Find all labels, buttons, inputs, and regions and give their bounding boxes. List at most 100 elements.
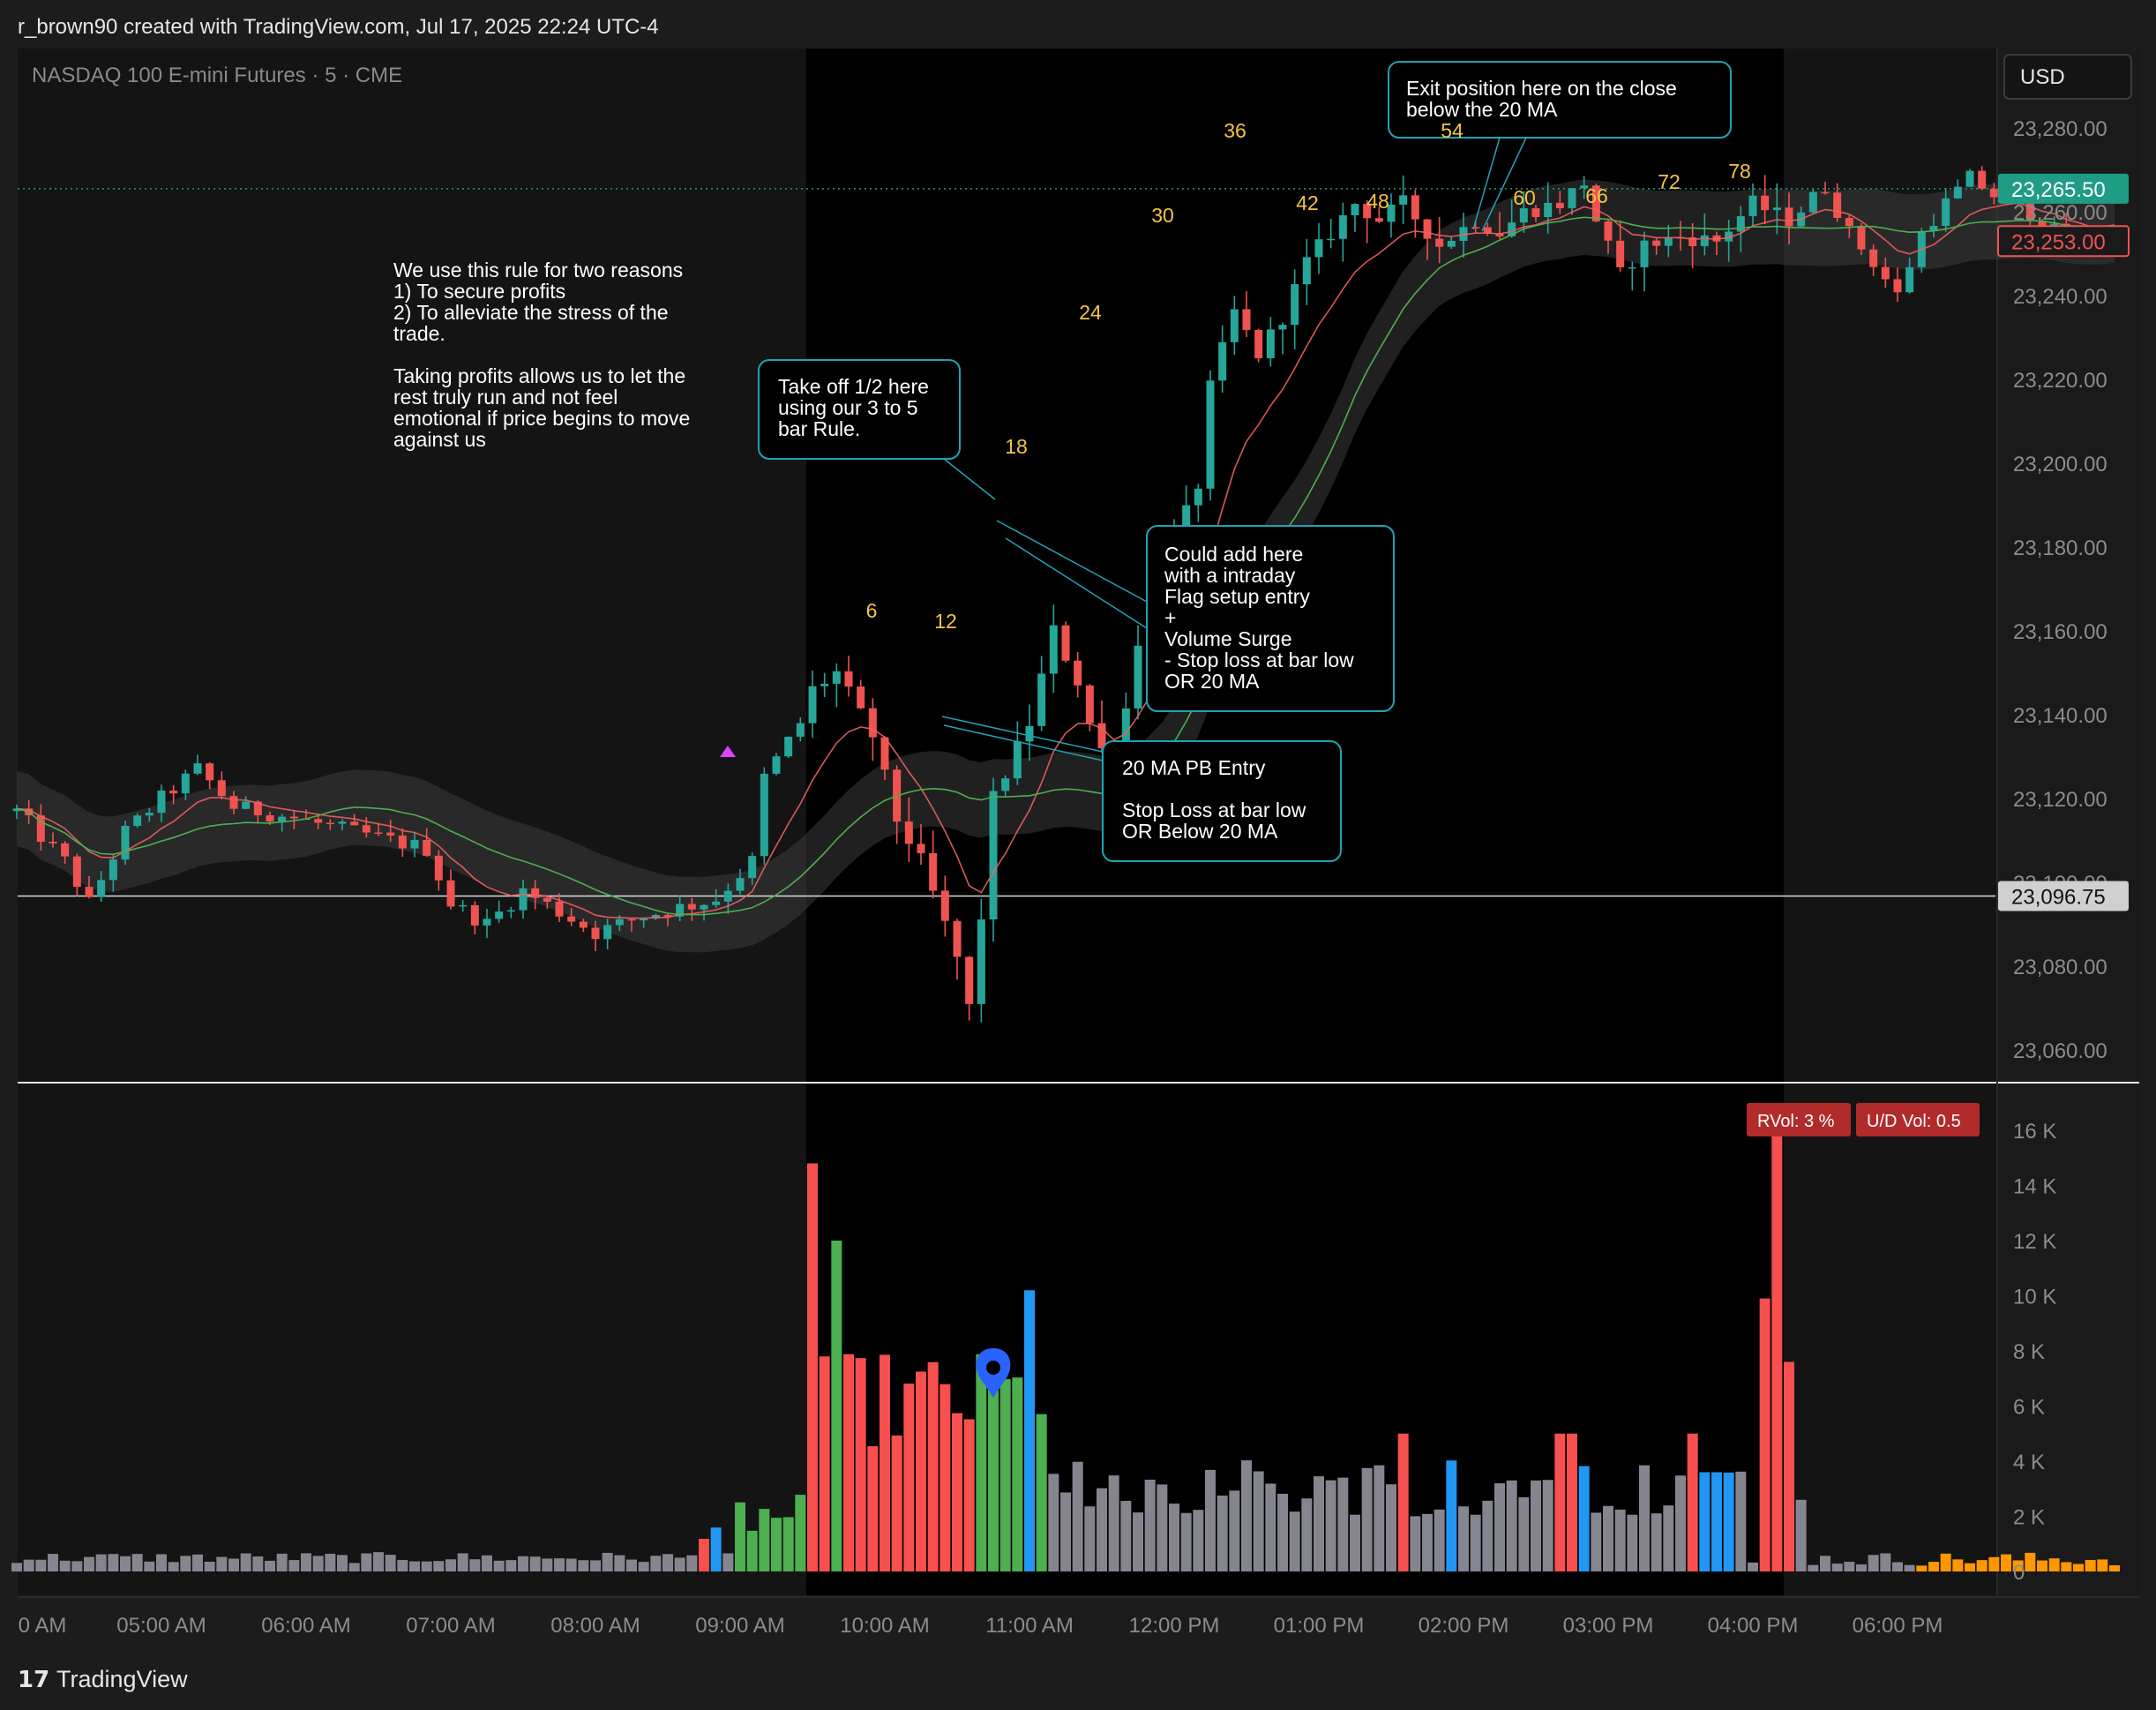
volume-pane[interactable]: RVol: 3 % U/D Vol: 0.5 16 K 14 K 12 K 10 K 8 K… — [11, 1103, 2120, 1585]
volume-bar — [240, 1553, 251, 1571]
volume-bar — [1904, 1564, 1915, 1571]
candle — [1808, 188, 1817, 214]
volume-bar — [1097, 1488, 1107, 1571]
volume-bar — [1603, 1505, 1613, 1571]
pb-entry-callout[interactable] — [1102, 740, 1342, 862]
bar-count-label: 18 — [1005, 435, 1028, 458]
volume-bar — [807, 1163, 818, 1571]
symbol-title[interactable]: NASDAQ 100 E-mini Futures · 5 · CME — [32, 64, 402, 87]
candle — [495, 900, 504, 923]
candle — [446, 869, 455, 910]
tradingview-brand: TradingView — [56, 1666, 188, 1692]
volume-bar — [1036, 1414, 1047, 1571]
candle — [1519, 191, 1528, 233]
volume-bar — [1337, 1477, 1349, 1571]
volume-bar — [1892, 1562, 1903, 1571]
volume-bar — [1651, 1513, 1662, 1571]
volume-bar — [903, 1384, 915, 1571]
candle — [157, 784, 166, 822]
volume-bar — [699, 1538, 709, 1571]
time-tick-label: 06:00 PM — [1853, 1614, 1943, 1638]
volume-bar — [1410, 1516, 1421, 1571]
bar-count-label: 24 — [1079, 301, 1102, 324]
candle — [1411, 190, 1419, 238]
currency-button[interactable]: USD — [2003, 54, 2132, 100]
volume-bar — [1072, 1461, 1083, 1571]
bar-count-label: 42 — [1296, 191, 1319, 214]
candle — [1435, 217, 1444, 264]
candle — [181, 769, 190, 800]
candle — [1302, 238, 1311, 305]
candle — [1254, 328, 1263, 363]
candle — [748, 852, 757, 885]
volume-bar — [1795, 1499, 1807, 1571]
exit-callout[interactable] — [1388, 61, 1732, 139]
candle — [591, 920, 600, 952]
volume-bar — [1711, 1472, 1722, 1571]
price-tick-label: 23,140.00 — [2013, 704, 2107, 728]
candle — [169, 784, 178, 805]
currency-label: USD — [2020, 65, 2065, 89]
volume-bar — [2048, 1558, 2060, 1571]
take-off-callout[interactable] — [758, 359, 961, 460]
candle — [1374, 206, 1383, 223]
could-add-callout[interactable] — [1146, 525, 1395, 712]
time-tick-label: 10:00 AM — [840, 1614, 929, 1638]
volume-tick-label: 10 K — [2013, 1286, 2056, 1309]
volume-bar — [409, 1561, 420, 1571]
candle — [1206, 370, 1215, 501]
volume-bar — [1831, 1564, 1843, 1571]
volume-bar — [1458, 1506, 1469, 1571]
volume-bar — [1868, 1555, 1879, 1571]
volume-tick-label: 16 K — [2013, 1120, 2056, 1144]
location-pin-icon[interactable] — [976, 1348, 1011, 1398]
candle — [1387, 193, 1396, 238]
volume-bar — [650, 1556, 662, 1571]
volume-bar — [1446, 1460, 1457, 1571]
volume-bar — [1229, 1490, 1240, 1571]
volume-bar — [590, 1560, 601, 1571]
candle — [350, 814, 359, 826]
candle — [723, 883, 732, 914]
ema-line — [16, 202, 2115, 919]
volume-bar — [880, 1354, 890, 1571]
volume-bar — [867, 1446, 879, 1571]
volume-bar — [168, 1562, 179, 1571]
svg-text:23,265.50: 23,265.50 — [2011, 178, 2106, 202]
candle — [1953, 179, 1962, 199]
volume-bar — [120, 1556, 131, 1571]
volume-bar — [2109, 1565, 2120, 1571]
candle — [567, 907, 576, 926]
price-tick-label: 23,220.00 — [2013, 369, 2107, 393]
candle — [1989, 183, 1998, 205]
time-tick-label: 03:00 PM — [1563, 1614, 1654, 1638]
candle — [1544, 182, 1553, 234]
volume-bar — [663, 1554, 673, 1571]
volume-bar — [1482, 1500, 1493, 1571]
volume-bar — [746, 1530, 758, 1571]
volume-bar — [1108, 1475, 1119, 1571]
candle — [603, 919, 612, 950]
candle — [1965, 169, 1974, 187]
candle — [229, 791, 238, 814]
volume-bar — [1169, 1504, 1179, 1571]
volume-bar — [759, 1509, 770, 1571]
candle — [1580, 176, 1589, 199]
volume-bar — [1422, 1513, 1433, 1571]
price-label-gray: 23,096.75 — [1998, 881, 2129, 911]
bar-count-label: 30 — [1151, 204, 1174, 227]
candle — [1074, 651, 1082, 698]
price-pane[interactable]: We use this rule for two reasons 1) To se… — [12, 49, 2140, 1598]
volume-bar — [1928, 1562, 1939, 1571]
price-tick-label: 23,200.00 — [2013, 453, 2107, 476]
volume-bar — [48, 1554, 58, 1571]
volume-bar — [1531, 1480, 1541, 1571]
volume-bar — [542, 1558, 553, 1571]
volume-bar — [988, 1385, 999, 1571]
candle — [1929, 214, 1938, 238]
bar-count-label: 12 — [934, 610, 957, 633]
volume-bar — [1314, 1476, 1324, 1571]
volume-bar — [1663, 1505, 1674, 1571]
candle — [1291, 269, 1299, 350]
price-tick-label: 23,120.00 — [2013, 788, 2107, 812]
